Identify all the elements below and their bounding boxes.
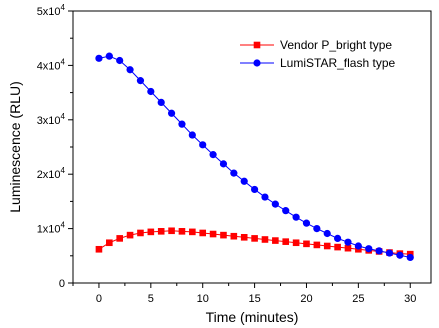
square-marker — [189, 228, 196, 236]
circle-marker — [261, 193, 269, 201]
square-marker — [282, 238, 290, 245]
series-1 — [95, 227, 414, 258]
circle-marker — [116, 56, 124, 65]
circle-marker — [250, 185, 259, 194]
square-marker — [261, 236, 269, 243]
legend-marker — [253, 59, 261, 67]
legend-marker — [253, 41, 261, 49]
x-tick-label: 30 — [404, 293, 416, 305]
square-marker — [220, 231, 227, 239]
y-tick-label-base: 2x10 — [37, 169, 61, 181]
circle-marker — [209, 151, 217, 159]
x-tick-label: 20 — [300, 293, 312, 305]
square-marker — [147, 228, 155, 236]
square-marker — [116, 235, 123, 242]
square-marker — [126, 231, 134, 239]
circle-marker — [385, 249, 394, 257]
circle-marker — [188, 131, 196, 139]
circle-marker — [334, 234, 342, 242]
y-tick-label: 4x104 — [37, 57, 66, 72]
legend-entry: Vendor P_bright type — [240, 38, 392, 52]
square-marker — [178, 228, 186, 235]
square-marker — [323, 242, 331, 250]
circle-marker — [230, 169, 238, 177]
y-tick-label-exponent: 4 — [61, 221, 66, 230]
square-marker — [168, 227, 175, 235]
x-tick-label: 5 — [148, 293, 154, 305]
square-marker — [292, 239, 300, 247]
square-marker — [209, 230, 217, 238]
circle-marker — [95, 54, 103, 62]
circle-marker — [302, 219, 311, 227]
y-tick-label-base: 3x10 — [37, 115, 61, 127]
x-tick-label: 25 — [352, 293, 364, 305]
legend: Vendor P_bright type LumiSTAR_flash type — [240, 38, 395, 70]
circle-marker — [365, 245, 373, 253]
circle-marker — [313, 225, 321, 233]
series-2 — [95, 52, 414, 262]
y-tick-label-base: 0 — [59, 278, 65, 290]
x-axis: 0 5 10 15 20 25 30 — [72, 283, 416, 305]
circle-marker — [406, 253, 414, 262]
legend-label: LumiSTAR_flash type — [280, 56, 395, 70]
circle-marker — [292, 213, 300, 221]
y-axis-title: Luminescence (RLU) — [7, 81, 23, 213]
x-tick-label: 15 — [248, 293, 260, 305]
circle-marker — [354, 242, 362, 250]
series-line — [98, 230, 411, 255]
square-marker — [240, 234, 248, 241]
circle-marker — [105, 52, 113, 60]
x-tick-label: 10 — [197, 293, 209, 305]
circle-marker — [126, 66, 134, 74]
y-tick-label: 1x104 — [37, 221, 66, 236]
x-axis-title: Time (minutes) — [206, 309, 299, 325]
circle-marker — [157, 98, 165, 106]
legend-entry: LumiSTAR_flash type — [240, 56, 395, 70]
circle-marker — [375, 247, 383, 255]
circle-marker — [167, 109, 176, 117]
circle-marker — [219, 160, 228, 168]
square-marker — [251, 235, 258, 242]
y-tick-label-exponent: 4 — [61, 112, 66, 121]
y-tick-label-base: 4x10 — [37, 60, 61, 72]
circle-marker — [271, 200, 279, 208]
circle-marker — [344, 238, 352, 246]
square-marker — [199, 229, 207, 237]
square-marker — [106, 239, 113, 247]
circle-marker — [147, 87, 155, 96]
square-marker — [313, 241, 321, 249]
y-tick-label-exponent: 4 — [61, 57, 66, 66]
circle-marker — [282, 207, 290, 215]
y-tick-label-exponent: 4 — [61, 166, 66, 175]
circle-marker — [396, 251, 404, 259]
y-tick-label-exponent: 4 — [61, 3, 66, 12]
square-marker — [157, 228, 165, 235]
square-marker — [334, 243, 341, 251]
y-tick-label-base: 1x10 — [37, 224, 61, 236]
y-tick-label: 0 — [59, 278, 65, 290]
y-tick-label: 2x104 — [37, 166, 66, 181]
square-marker — [95, 245, 103, 253]
square-marker — [230, 232, 238, 240]
circle-marker — [323, 229, 331, 238]
circle-marker — [240, 177, 248, 185]
y-tick-label: 5x104 — [37, 3, 66, 18]
legend-label: Vendor P_bright type — [280, 38, 392, 52]
circle-marker — [199, 141, 207, 149]
series-layer — [95, 52, 414, 262]
x-tick-label: 0 — [96, 293, 102, 305]
square-marker — [137, 229, 144, 237]
circle-marker — [136, 77, 145, 85]
y-tick-label: 3x104 — [37, 112, 66, 127]
square-marker — [272, 237, 279, 244]
y-tick-label-base: 5x10 — [37, 6, 61, 18]
series-line — [98, 55, 411, 258]
square-marker — [303, 240, 310, 248]
square-marker — [344, 244, 352, 252]
circle-marker — [178, 120, 186, 128]
